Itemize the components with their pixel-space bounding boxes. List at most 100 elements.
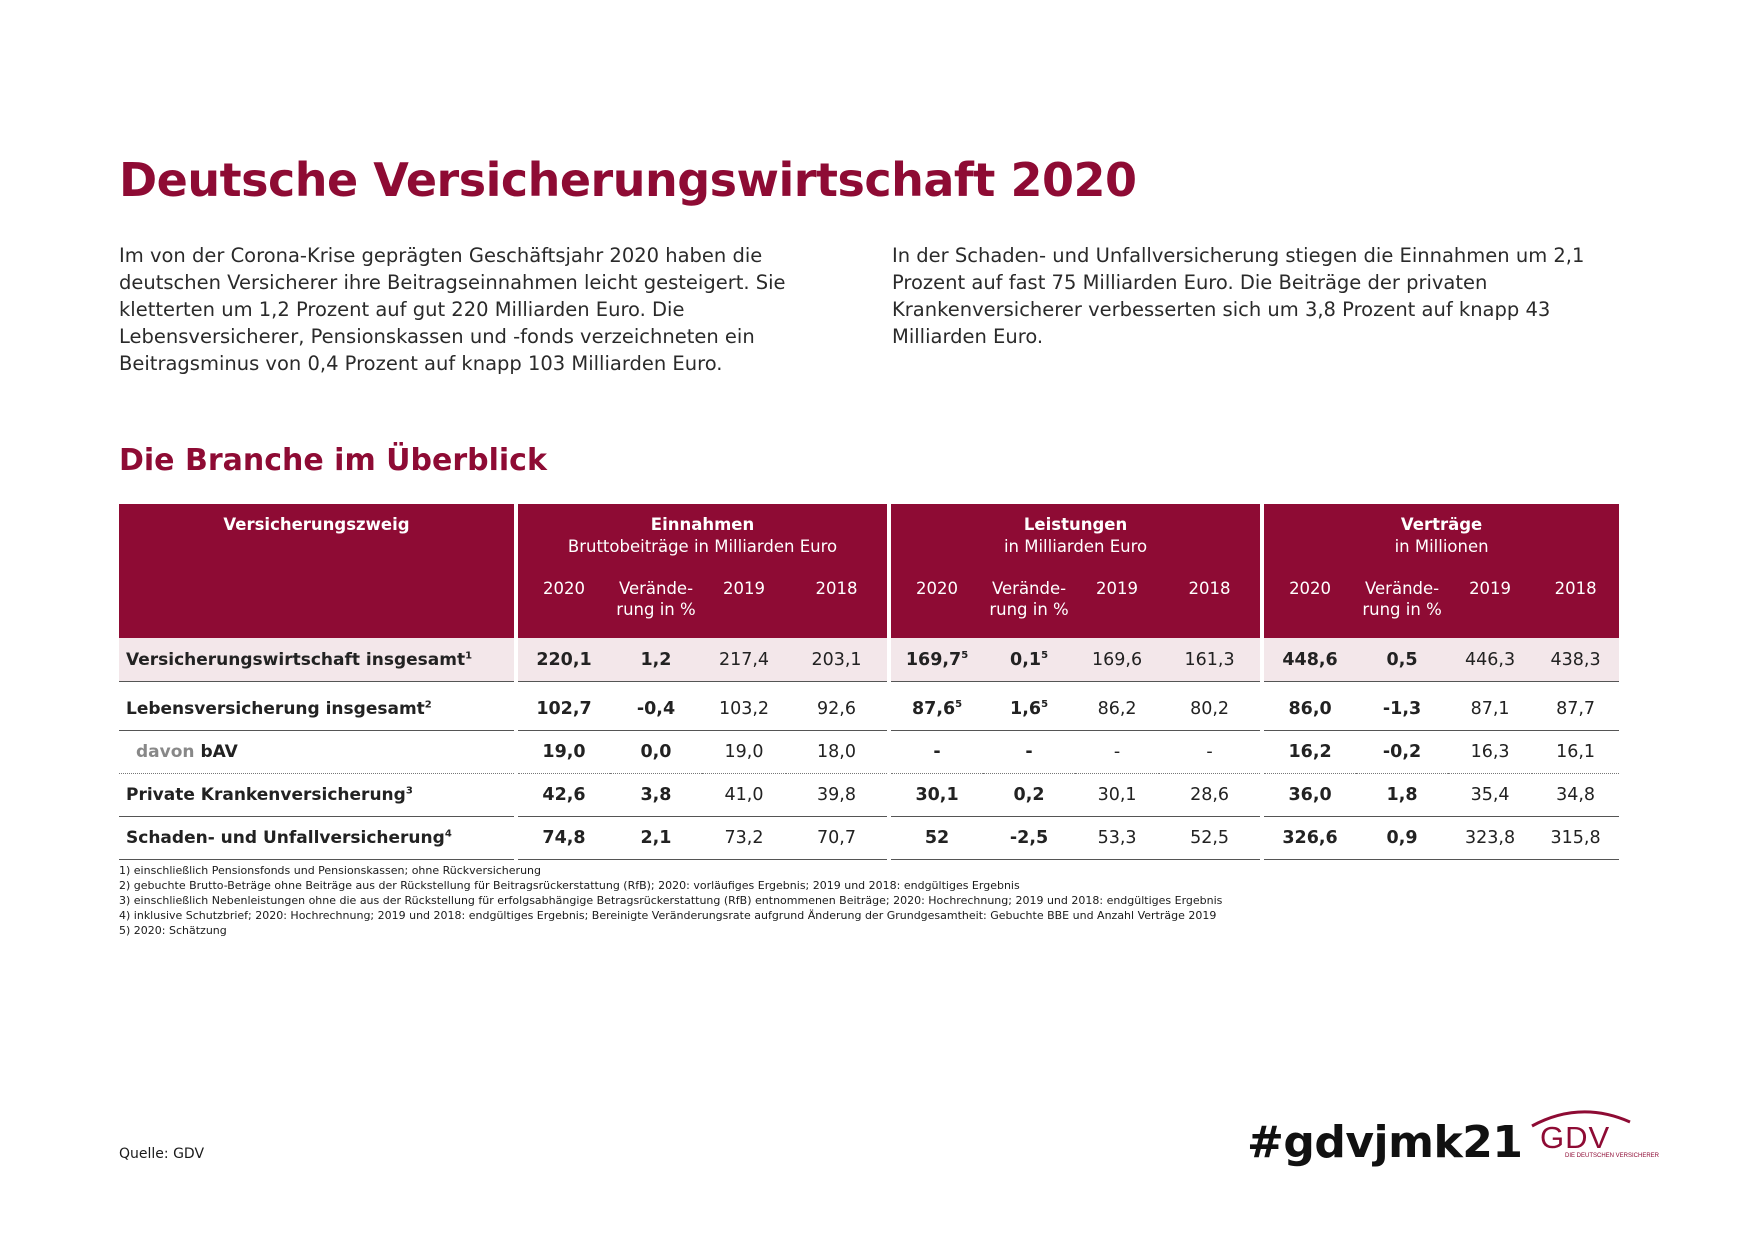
logo-arc-icon bbox=[1531, 1110, 1631, 1128]
table-spacer bbox=[119, 681, 1620, 688]
table-cell: - bbox=[887, 730, 984, 774]
footnote: 5) 2020: Schätzung bbox=[119, 924, 227, 937]
table-column-header-row: 2020 Verände-rung in % 2019 2018 2020 Ve… bbox=[119, 577, 1620, 638]
table-cell: 169,6 bbox=[1075, 638, 1160, 682]
source-note: Quelle: GDV bbox=[119, 1146, 205, 1162]
table-cell: -1,3 bbox=[1356, 688, 1449, 731]
table-cell: 2,1 bbox=[610, 816, 702, 860]
row-label: Private Krankenversicherung3 bbox=[119, 773, 516, 817]
table-cell: 19,0 bbox=[702, 730, 786, 774]
table-body: Versicherungswirtschaft insgesamt1 220,1 1… bbox=[119, 638, 1620, 860]
section-subtitle: Die Branche im Überblick bbox=[119, 443, 547, 478]
table-cell: -0,2 bbox=[1356, 730, 1449, 774]
column-header-2019: 2019 bbox=[1448, 577, 1533, 638]
table-cell: 19,0 bbox=[514, 730, 610, 774]
table-cell: 87,65 bbox=[887, 688, 984, 731]
footnote: 2) gebuchte Brutto-Beträge ohne Beiträge… bbox=[119, 879, 1020, 892]
table-cell: 34,8 bbox=[1532, 773, 1620, 817]
table-cell: 52 bbox=[887, 816, 984, 860]
table-cell: 16,3 bbox=[1448, 730, 1533, 774]
table-cell: 52,5 bbox=[1159, 816, 1263, 860]
gdv-logo: GDV DIE DEUTSCHEN VERSICHERER bbox=[1520, 1106, 1659, 1164]
row-label: davon bAV bbox=[119, 730, 516, 774]
footnote: 4) inklusive Schutzbrief; 2020: Hochrech… bbox=[119, 909, 1217, 922]
table-cell: 315,8 bbox=[1532, 816, 1620, 860]
column-header-2018: 2018 bbox=[786, 577, 890, 638]
table-cell: 161,3 bbox=[1159, 638, 1263, 682]
table-cell: 326,6 bbox=[1260, 816, 1357, 860]
overview-table: Versicherungszweig Einnahmen Bruttobeitr… bbox=[119, 504, 1620, 860]
table-cell: 92,6 bbox=[786, 688, 890, 731]
table-cell: 74,8 bbox=[514, 816, 610, 860]
intro-text-left: Im von der Corona-Krise geprägten Geschä… bbox=[119, 244, 786, 375]
table-row: Private Krankenversicherung3 42,6 3,8 41,0 3… bbox=[119, 773, 1620, 817]
group-header-vertraege: Verträge in Millionen bbox=[1260, 504, 1620, 577]
table-cell: 446,3 bbox=[1448, 638, 1533, 682]
table-cell: 438,3 bbox=[1532, 638, 1620, 682]
table-cell: 448,6 bbox=[1260, 638, 1357, 682]
table-cell: 86,2 bbox=[1075, 688, 1160, 731]
table-cell: -2,5 bbox=[983, 816, 1076, 860]
table-cell: 3,8 bbox=[610, 773, 702, 817]
table-cell: - bbox=[983, 730, 1076, 774]
table-cell: 80,2 bbox=[1159, 688, 1263, 731]
table-cell: 30,1 bbox=[1075, 773, 1160, 817]
table-cell: 103,2 bbox=[702, 688, 786, 731]
table-cell: 1,8 bbox=[1356, 773, 1449, 817]
table-row: Schaden- und Unfallversicherung4 74,8 2,1 7… bbox=[119, 816, 1620, 860]
table-row: davon bAV 19,0 0,0 19,0 18,0- - - -16,2 -0,2 16,3… bbox=[119, 730, 1620, 774]
table-cell: 323,8 bbox=[1448, 816, 1533, 860]
table-cell: 0,15 bbox=[983, 638, 1076, 682]
logo-word: GDV bbox=[1540, 1120, 1611, 1155]
column-header-2020: 2020 bbox=[1260, 577, 1357, 638]
table-cell: 16,1 bbox=[1532, 730, 1620, 774]
table-cell: 1,2 bbox=[610, 638, 702, 682]
hashtag: #gdvjmk21 bbox=[1247, 1117, 1523, 1168]
table-cell: 0,9 bbox=[1356, 816, 1449, 860]
column-header-change: Verände-rung in % bbox=[610, 577, 702, 638]
table-cell: 0,0 bbox=[610, 730, 702, 774]
table-cell: 18,0 bbox=[786, 730, 890, 774]
column-header-2018: 2018 bbox=[1159, 577, 1263, 638]
table-cell: 41,0 bbox=[702, 773, 786, 817]
table-cell: 28,6 bbox=[1159, 773, 1263, 817]
table-cell: 39,8 bbox=[786, 773, 890, 817]
table-cell: 36,0 bbox=[1260, 773, 1357, 817]
table-cell: 217,4 bbox=[702, 638, 786, 682]
table-cell: 87,7 bbox=[1532, 688, 1620, 731]
footnotes: 1) einschließlich Pensionsfonds und Pens… bbox=[119, 863, 1222, 938]
footnote: 1) einschließlich Pensionsfonds und Pens… bbox=[119, 864, 541, 877]
column-header-2018: 2018 bbox=[1532, 577, 1620, 638]
table-group-header-row: Versicherungszweig Einnahmen Bruttobeitr… bbox=[119, 504, 1620, 638]
column-header-2020: 2020 bbox=[887, 577, 984, 638]
group-header-leistungen: Leistungen in Milliarden Euro bbox=[887, 504, 1263, 577]
table-cell: 220,1 bbox=[514, 638, 610, 682]
table-cell: 53,3 bbox=[1075, 816, 1160, 860]
table-cell: 1,65 bbox=[983, 688, 1076, 731]
table-cell: 42,6 bbox=[514, 773, 610, 817]
column-header-versicherungszweig: Versicherungszweig bbox=[119, 504, 516, 638]
table-cell: - bbox=[1159, 730, 1263, 774]
table-cell: 169,75 bbox=[887, 638, 984, 682]
column-header-change: Verände-rung in % bbox=[983, 577, 1076, 638]
row-label: Schaden- und Unfallversicherung4 bbox=[119, 816, 516, 860]
page-title: Deutsche Versicherungswirtschaft 2020 bbox=[119, 153, 1137, 207]
table-cell: 87,1 bbox=[1448, 688, 1533, 731]
table-cell: 102,7 bbox=[514, 688, 610, 731]
table-cell: 0,2 bbox=[983, 773, 1076, 817]
table-row: Lebensversicherung insgesamt2 102,7 -0,4 10… bbox=[119, 688, 1620, 731]
table-cell: -0,4 bbox=[610, 688, 702, 731]
table-cell: - bbox=[1075, 730, 1160, 774]
column-header-change: Verände-rung in % bbox=[1356, 577, 1449, 638]
table-cell: 70,7 bbox=[786, 816, 890, 860]
table-cell: 16,2 bbox=[1260, 730, 1357, 774]
table-cell: 30,1 bbox=[887, 773, 984, 817]
table-cell: 35,4 bbox=[1448, 773, 1533, 817]
table-cell: 0,5 bbox=[1356, 638, 1449, 682]
footnote: 3) einschließlich Nebenleistungen ohne d… bbox=[119, 894, 1223, 907]
logo-tagline: DIE DEUTSCHEN VERSICHERER bbox=[1565, 1153, 1660, 1159]
table-cell: 203,1 bbox=[786, 638, 890, 682]
row-label: Lebensversicherung insgesamt2 bbox=[119, 688, 516, 731]
table-cell: 86,0 bbox=[1260, 688, 1357, 731]
column-header-2019: 2019 bbox=[702, 577, 786, 638]
